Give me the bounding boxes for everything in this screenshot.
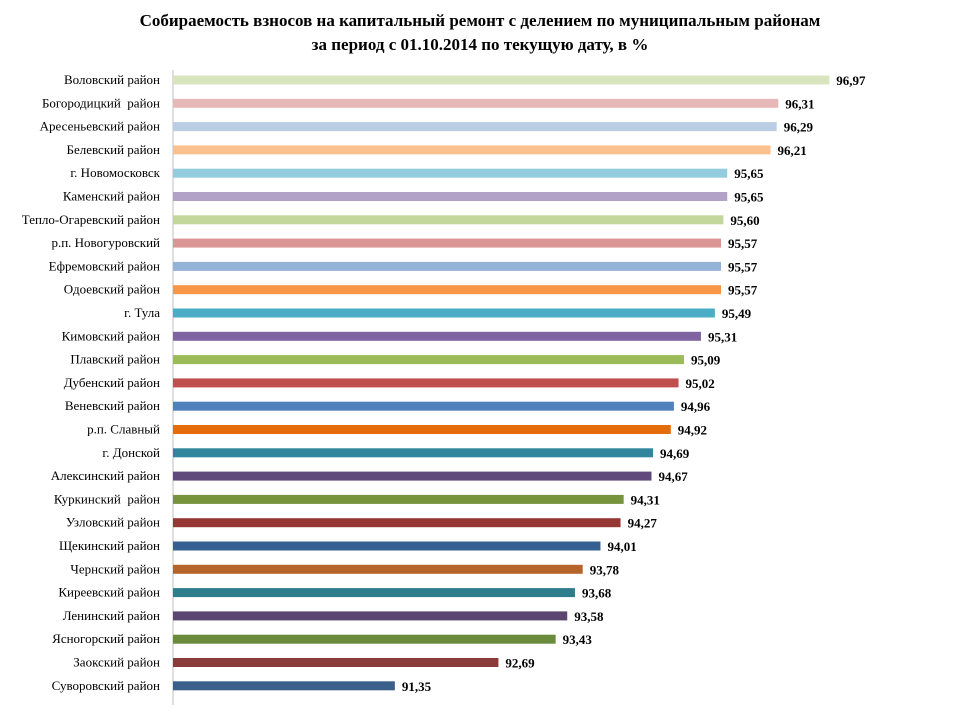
bar <box>173 122 777 132</box>
data-label: 94,27 <box>628 516 658 531</box>
data-label: 94,92 <box>678 423 707 438</box>
data-label: 95,57 <box>728 259 758 274</box>
bar <box>173 238 722 248</box>
bar <box>173 658 499 667</box>
data-label: 93,43 <box>563 632 593 647</box>
data-label: 96,31 <box>785 96 814 111</box>
bar <box>173 494 624 504</box>
bar <box>173 681 395 691</box>
bar <box>173 75 830 85</box>
category-label: Ленинский район <box>63 608 160 623</box>
bar <box>173 564 583 574</box>
category-label: Кимовский район <box>62 328 160 343</box>
bar <box>173 541 601 551</box>
category-label: г. Донской <box>102 445 160 460</box>
category-label: Аресеньевский район <box>40 119 160 134</box>
category-label: Белевский район <box>67 142 161 157</box>
bar <box>173 355 684 365</box>
category-label: Одоевский район <box>64 282 160 297</box>
category-label: Узловский район <box>66 515 160 530</box>
data-label: 94,96 <box>681 399 711 414</box>
data-label: 93,58 <box>574 609 604 624</box>
category-label: Плавский район <box>70 352 160 367</box>
data-label: 95,60 <box>730 213 759 228</box>
bar <box>173 215 724 225</box>
bar <box>173 98 779 108</box>
data-label: 96,97 <box>836 73 866 88</box>
data-label: 96,29 <box>784 120 814 135</box>
category-label: р.п. Славный <box>87 422 160 437</box>
category-label: Куркинский район <box>54 491 160 506</box>
category-label: Каменский район <box>63 189 160 204</box>
bar <box>173 378 679 388</box>
data-label: 95,49 <box>722 306 752 321</box>
data-label: 95,65 <box>734 166 764 181</box>
data-label: 94,01 <box>607 539 636 554</box>
data-label: 95,65 <box>734 190 764 205</box>
category-label: г. Новомосковск <box>70 165 160 180</box>
data-label: 95,02 <box>686 376 715 391</box>
data-label: 95,57 <box>728 236 758 251</box>
bar <box>173 308 715 318</box>
data-label: 91,35 <box>402 679 432 694</box>
category-label: Воловский район <box>64 72 160 87</box>
category-label: Веневский район <box>65 398 160 413</box>
category-label: Алексинский район <box>51 468 160 483</box>
category-label: Ефремовский район <box>49 258 160 273</box>
data-label: 94,31 <box>631 492 660 507</box>
category-label: Чернский район <box>70 561 160 576</box>
data-label: 95,31 <box>708 329 737 344</box>
bar <box>173 145 771 155</box>
bar <box>173 634 556 644</box>
data-label: 94,67 <box>658 469 688 484</box>
bar <box>173 331 701 341</box>
category-label: Дубенский район <box>64 375 160 390</box>
category-label: р.п. Новогуровский <box>51 235 160 250</box>
category-label: Тепло-Огаревский район <box>22 212 160 227</box>
data-label: 96,21 <box>778 143 807 158</box>
bar <box>173 401 674 411</box>
bar <box>173 168 728 178</box>
data-label: 93,78 <box>590 562 620 577</box>
category-label: Богородицкий район <box>42 95 160 110</box>
category-label: Киреевский район <box>58 585 160 600</box>
bar <box>173 192 728 201</box>
bar <box>173 518 621 528</box>
bar <box>173 425 671 434</box>
bar <box>173 448 654 458</box>
bar <box>173 285 722 295</box>
chart-title-line-2: за период с 01.10.2014 по текущую дату, … <box>311 35 649 54</box>
data-label: 95,57 <box>728 283 758 298</box>
data-label: 95,09 <box>691 353 721 368</box>
chart-title-line-1: Собираемость взносов на капитальный ремо… <box>139 11 821 30</box>
data-label: 94,69 <box>660 446 690 461</box>
category-label: г. Тула <box>124 305 160 320</box>
category-label: Ясногорский район <box>52 631 160 646</box>
data-label: 92,69 <box>505 656 535 671</box>
bar <box>173 588 575 598</box>
category-label: Заокский район <box>73 655 160 670</box>
bar <box>173 471 652 481</box>
bar <box>173 261 722 271</box>
category-label: Суворовский район <box>52 678 160 693</box>
data-label: 93,68 <box>582 586 612 601</box>
category-label: Щекинский район <box>59 538 160 553</box>
bar <box>173 611 568 621</box>
